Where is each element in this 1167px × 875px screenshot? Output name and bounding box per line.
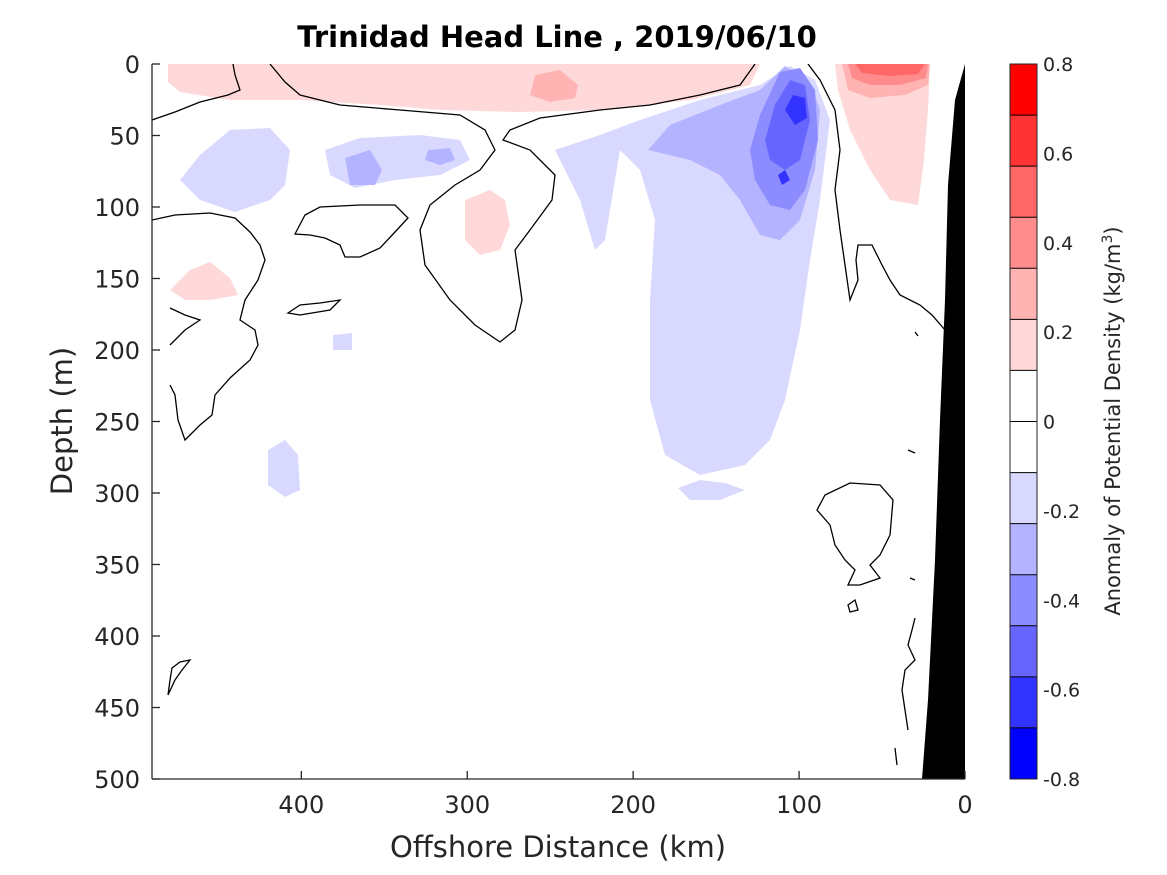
x-tick-label: 300	[444, 791, 490, 819]
x-axis-ticks: 400 300 200 100 0	[278, 771, 973, 819]
y-tick-label: 400	[94, 623, 140, 651]
colorbar-segment	[1010, 64, 1037, 116]
colorbar-segment	[1010, 217, 1037, 269]
x-tick-label: 100	[776, 791, 822, 819]
colorbar-tick-label: -0.2	[1043, 501, 1080, 523]
x-tick-label: 200	[610, 791, 656, 819]
colorbar	[1009, 63, 1038, 780]
bathymetry-shelf	[922, 64, 965, 779]
colorbar-label-prefix: Anomaly of Potential Density (kg/m	[1101, 244, 1125, 616]
colorbar-tick-label: 0	[1043, 412, 1055, 434]
colorbar-tick-label: 0.6	[1043, 143, 1073, 165]
colorbar-tick-label: -0.4	[1043, 590, 1080, 612]
colorbar-tick-label: -0.6	[1043, 680, 1080, 702]
negative-anomaly-region	[268, 440, 300, 497]
colorbar-tick-label: 0.2	[1043, 322, 1073, 344]
negative-anomaly-region	[345, 150, 382, 185]
positive-anomaly-region	[170, 262, 238, 300]
y-tick-label: 0	[125, 51, 140, 79]
y-tick-label: 50	[109, 123, 140, 151]
colorbar-segment	[1010, 676, 1037, 729]
colorbar-tick-label: 0.8	[1043, 54, 1073, 76]
colorbar-segment	[1010, 166, 1037, 218]
negative-anomaly-region	[425, 148, 455, 165]
positive-anomaly-region	[530, 70, 578, 102]
y-tick-label: 300	[94, 480, 140, 508]
colorbar-segment	[1010, 727, 1037, 780]
y-tick-label: 150	[94, 266, 140, 294]
positive-anomaly-region	[465, 190, 510, 255]
colorbar-segment	[1010, 523, 1037, 576]
x-tick-label: 0	[957, 791, 972, 819]
y-axis-label: Depth (m)	[45, 347, 79, 495]
colorbar-segment	[1010, 574, 1037, 627]
negative-anomaly-region	[678, 480, 745, 500]
y-tick-label: 100	[94, 194, 140, 222]
negative-anomaly-region	[333, 333, 352, 350]
colorbar-segment	[1010, 319, 1037, 371]
positive-anomaly-region	[835, 64, 930, 205]
y-tick-label: 350	[94, 552, 140, 580]
y-axis-ticks: 0 50 100 150 200 250 300 350 400 450 500	[94, 51, 160, 794]
x-tick-label: 400	[278, 791, 324, 819]
y-tick-label: 200	[94, 337, 140, 365]
colorbar-tick-label: 0.4	[1043, 233, 1073, 255]
x-axis-label: Offshore Distance (km)	[390, 830, 726, 864]
colorbar-frame	[1009, 63, 1038, 780]
negative-anomaly-region	[778, 170, 790, 185]
positive-anomaly-region	[855, 64, 925, 76]
zero-contour-lines	[152, 64, 946, 766]
colorbar-segment	[1010, 115, 1037, 167]
colorbar-segment	[1010, 370, 1037, 422]
colorbar-tick-label: -0.8	[1043, 769, 1080, 791]
colorbar-segment	[1010, 421, 1037, 473]
colorbar-label-superscript: 3	[1100, 235, 1116, 244]
colorbar-ticks: -0.8 -0.6 -0.4 -0.2 0 0.2 0.4 0.6 0.8	[1043, 54, 1080, 791]
colorbar-segment	[1010, 625, 1037, 678]
colorbar-label-suffix: )	[1101, 226, 1125, 234]
y-tick-label: 450	[94, 695, 140, 723]
plot-area	[152, 64, 965, 779]
negative-anomaly-region	[785, 95, 807, 125]
negative-anomaly-region	[180, 128, 290, 212]
y-tick-label: 500	[94, 766, 140, 794]
colorbar-label: Anomaly of Potential Density (kg/m3)	[1100, 226, 1125, 615]
chart-title: Trinidad Head Line , 2019/06/10	[297, 20, 817, 54]
y-tick-label: 250	[94, 409, 140, 437]
colorbar-segment	[1010, 268, 1037, 320]
positive-anomaly-region	[168, 64, 760, 112]
colorbar-segment	[1010, 472, 1037, 524]
